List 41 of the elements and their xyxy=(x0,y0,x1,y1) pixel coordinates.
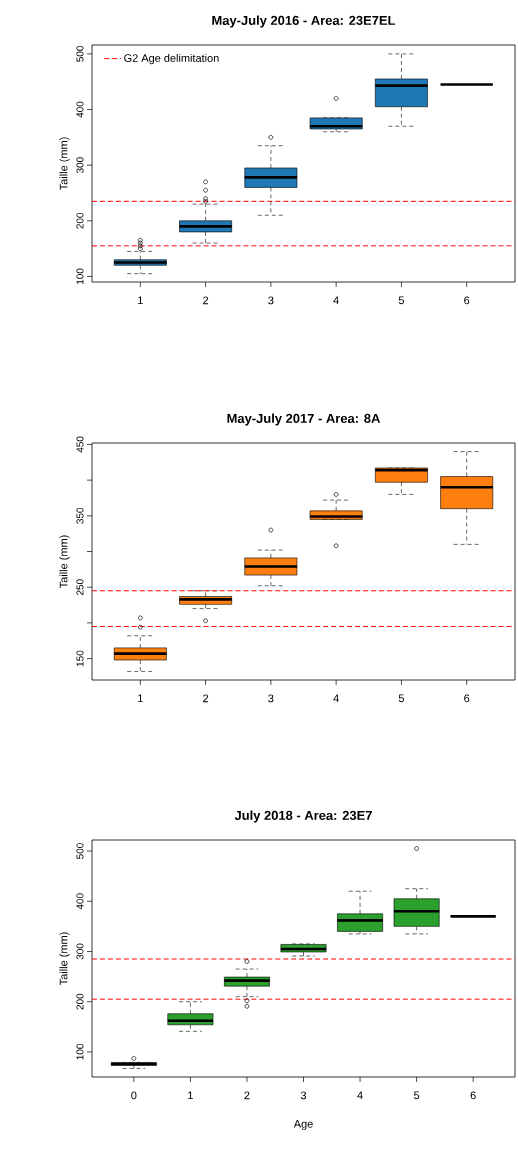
y-tick-label: 150 xyxy=(76,650,84,667)
y-axis-title: Taille (mm) xyxy=(59,137,70,191)
y-tick-label: 100 xyxy=(76,268,84,284)
chart-title: May-July 2016 - Area: 23E7EL xyxy=(212,15,396,28)
x-tick-label: 3 xyxy=(300,1091,307,1100)
x-tick-label: 5 xyxy=(398,694,404,703)
y-tick-label: 350 xyxy=(76,507,84,524)
y-tick-label: 250 xyxy=(76,579,84,596)
x-tick-label: 4 xyxy=(357,1091,363,1100)
x-tick-label: 6 xyxy=(464,296,470,305)
y-tick-label: 200 xyxy=(76,993,84,1010)
y-tick-label: 500 xyxy=(76,45,84,62)
y-tick-label: 300 xyxy=(76,157,84,174)
y-tick-label: 400 xyxy=(76,101,84,118)
chart-title: May-July 2017 - Area: 8A xyxy=(227,413,381,426)
x-tick-label: 6 xyxy=(470,1091,476,1100)
y-tick-label: 400 xyxy=(76,893,84,910)
x-tick-label: 2 xyxy=(203,296,209,305)
chart-title: July 2018 - Area: 23E7 xyxy=(234,810,372,823)
legend-label: G2 Age delimitation xyxy=(124,53,219,65)
x-tick-label: 0 xyxy=(131,1091,137,1100)
y-axis-title: Taille (mm) xyxy=(59,932,70,986)
x-tick-label: 3 xyxy=(268,694,274,703)
y-axis-title: Taille (mm) xyxy=(59,535,70,589)
x-tick-label: 2 xyxy=(203,694,209,703)
y-tick-label: 500 xyxy=(76,843,84,859)
y-tick-label: 450 xyxy=(76,436,84,453)
x-tick-label: 1 xyxy=(138,694,143,703)
x-tick-label: 3 xyxy=(268,296,274,305)
x-tick-label: 1 xyxy=(138,296,143,305)
x-tick-label: 4 xyxy=(333,296,339,305)
y-tick-label: 100 xyxy=(76,1043,84,1060)
x-tick-label: 1 xyxy=(188,1091,193,1100)
x-tick-label: 5 xyxy=(398,296,404,305)
y-tick-label: 300 xyxy=(76,943,84,960)
x-tick-label: 5 xyxy=(413,1091,420,1100)
x-tick-label: 6 xyxy=(464,694,470,703)
y-tick-label: 200 xyxy=(76,212,84,229)
x-tick-label: 4 xyxy=(333,694,339,703)
x-tick-label: 2 xyxy=(244,1091,250,1100)
x-axis-title: Age xyxy=(293,1120,313,1130)
